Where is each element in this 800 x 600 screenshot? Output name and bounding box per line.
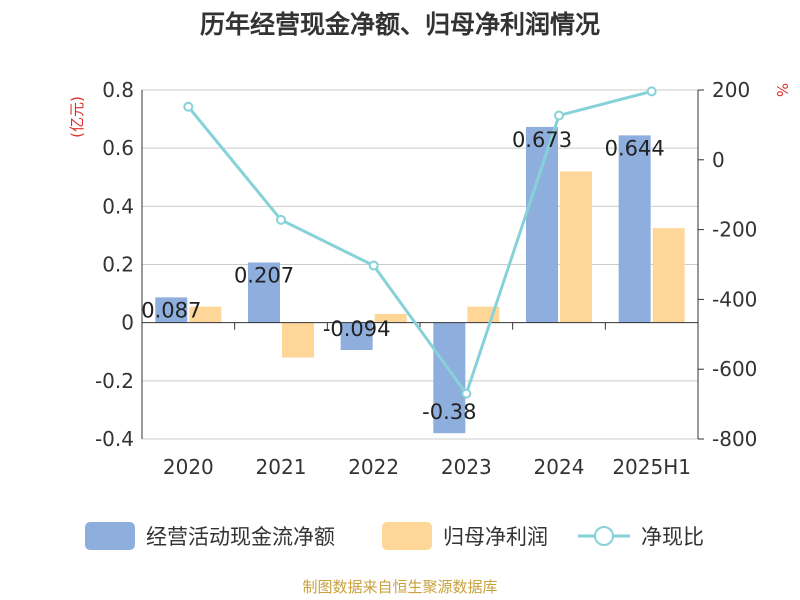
ratio-line-path	[187, 89, 653, 397]
ratio-point	[183, 101, 194, 112]
left-tick-label: 0.8	[102, 78, 134, 102]
right-tick-label: -600	[712, 357, 757, 381]
bar-data-label: -0.094	[323, 317, 391, 341]
legend-label-ratio: 净现比	[641, 525, 704, 549]
left-tick-label: 0	[121, 311, 134, 335]
legend-swatch-ratio-marker	[594, 526, 614, 546]
ratio-point	[368, 260, 379, 271]
data-labels: 0.087 0.207 -0.094 -0.38 0.673 0.644	[141, 128, 664, 424]
x-tick-label: 2024	[534, 455, 585, 479]
bar-net-profit	[652, 228, 685, 323]
chart-title: 历年经营现金净额、归母净利润情况	[200, 10, 600, 39]
bar-data-label: 0.644	[605, 136, 665, 160]
x-tick-label: 2022	[348, 455, 399, 479]
ratio-point	[554, 110, 564, 121]
ratio-point	[646, 86, 657, 97]
legend-swatch-cash-flow	[85, 522, 135, 550]
source-note: 制图数据来自恒生聚源数据库	[302, 578, 497, 596]
left-tick-label: 0.2	[102, 253, 134, 277]
right-tick-label: -400	[712, 287, 757, 311]
bar-cash-flow	[155, 297, 188, 323]
bar-cash-flow	[340, 322, 373, 351]
bar-net-profit	[560, 171, 592, 323]
bar-net-profit	[282, 322, 314, 358]
bar-net-profit	[374, 313, 407, 323]
x-tick-label: 2021	[256, 455, 307, 479]
x-tick-label: 2020	[163, 455, 214, 479]
x-tick-label: 2025H1	[612, 455, 691, 479]
bar-cash-flow	[433, 322, 466, 434]
right-axis-unit: %	[773, 83, 791, 97]
bar-net-profit	[189, 306, 222, 323]
right-tick-label: -800	[712, 427, 757, 451]
legend-label-cash-flow: 经营活动现金流净额	[146, 525, 335, 549]
legend-swatch-net-profit	[382, 522, 432, 550]
left-tick-label: 0.6	[102, 136, 134, 160]
x-tick-label: 2023	[441, 455, 492, 479]
ratio-point	[461, 388, 472, 399]
bar-cash-flow	[526, 126, 558, 323]
bar-cash-flow	[618, 135, 651, 323]
axes: -0.4 -0.2 0 0.2 0.4 0.6 0.8 -800 -600 -400 -200 0 20…	[95, 78, 757, 479]
left-tick-label: -0.4	[95, 427, 134, 451]
gridlines	[142, 89, 698, 440]
right-tick-label: -200	[712, 218, 757, 242]
ratio-line	[183, 86, 657, 399]
legend: 经营活动现金流净额 归母净利润 净现比	[85, 522, 704, 550]
bar-data-label: 0.207	[234, 263, 294, 287]
bar-data-label: 0.673	[512, 128, 572, 152]
bar-data-label: 0.087	[141, 298, 201, 322]
left-tick-label: 0.4	[102, 194, 134, 218]
left-tick-label: -0.2	[95, 369, 134, 393]
right-tick-label: 0	[712, 148, 725, 172]
right-tick-label: 200	[712, 78, 750, 102]
bar-data-label: -0.38	[422, 400, 476, 424]
ratio-point	[276, 214, 286, 225]
legend-label-net-profit: 归母净利润	[443, 525, 548, 549]
left-axis-unit: (亿元)	[68, 96, 86, 138]
bar-cash-flow	[248, 262, 280, 323]
bars	[155, 126, 685, 434]
